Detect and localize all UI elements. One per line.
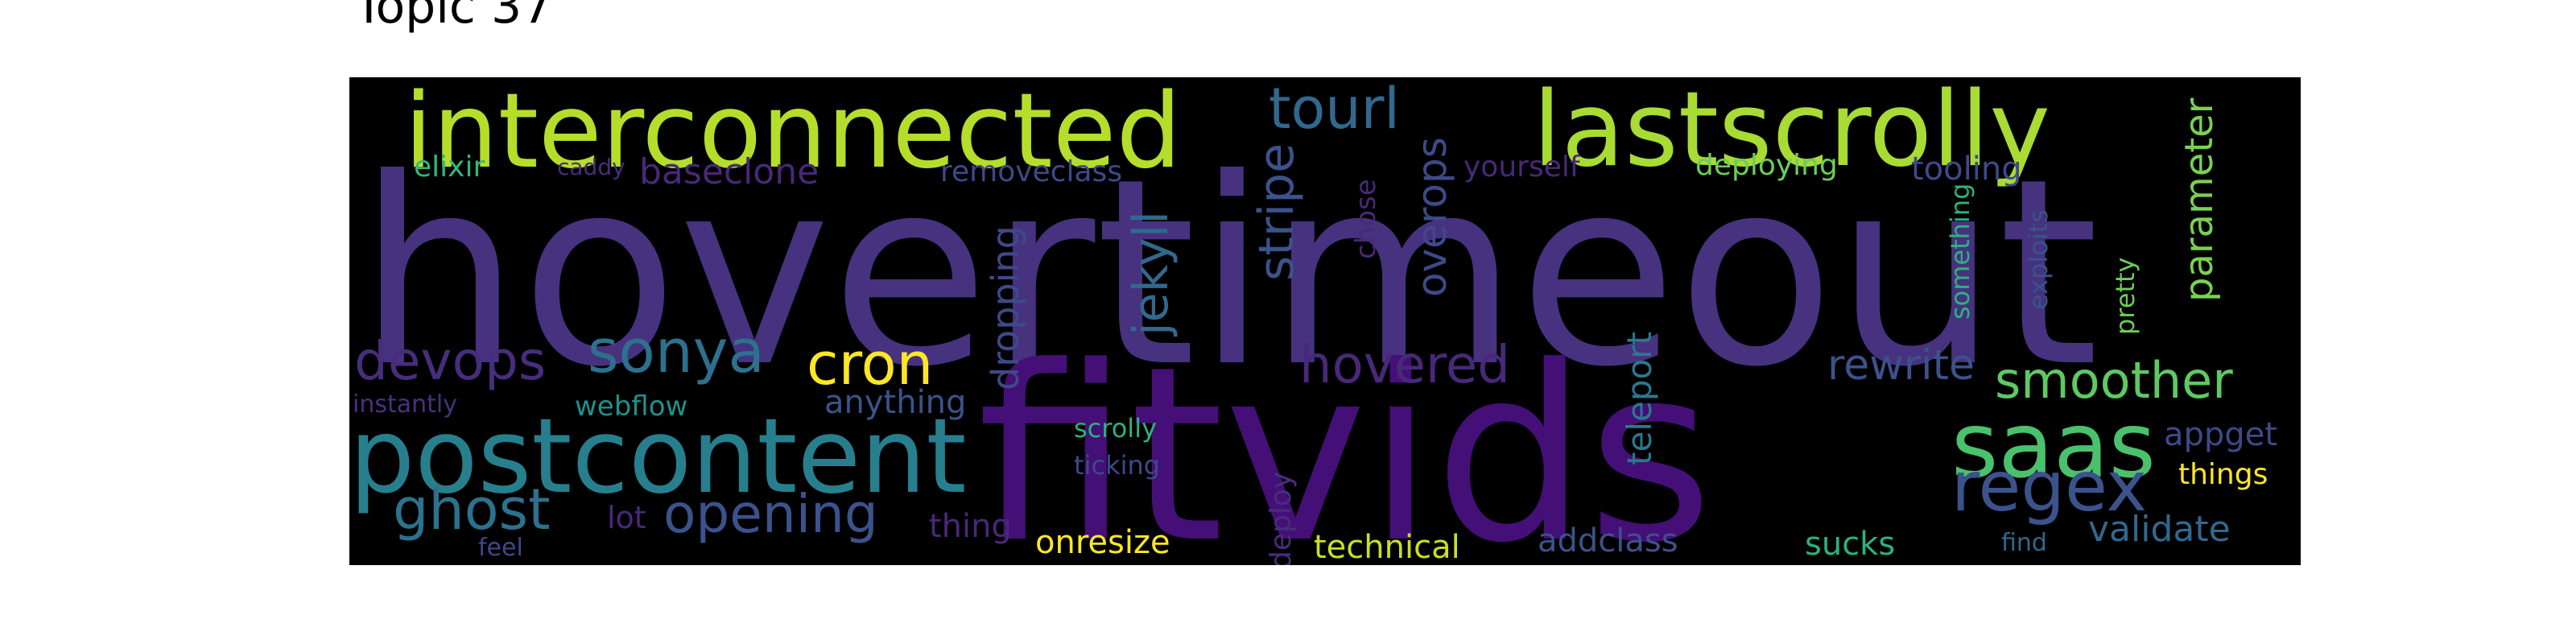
word-tooling: tooling — [1911, 151, 2022, 188]
word-fitvids: fitvids — [977, 315, 1714, 566]
word-interconnected: interconnected — [404, 77, 1182, 192]
word-find: find — [2001, 529, 2047, 557]
word-yourself: yourself — [1463, 151, 1580, 184]
word-webflow: webflow — [575, 390, 688, 423]
word-thing: thing — [929, 508, 1012, 545]
word-feel: feel — [478, 534, 523, 562]
word-appget: appget — [2164, 416, 2277, 453]
word-sonya: sonya — [588, 317, 765, 386]
word-hovertimeout: hovertimeout — [357, 124, 2099, 423]
word-scrolly: scrolly — [1074, 413, 1158, 444]
word-parameter: parameter — [2177, 97, 2222, 302]
word-onresize: onresize — [1035, 524, 1170, 561]
word-saas: saas — [1951, 394, 2156, 498]
word-removeclass: removeclass — [940, 155, 1123, 188]
word-devops: devops — [354, 330, 547, 392]
word-chose: chose — [1350, 179, 1382, 259]
word-baseclone: baseclone — [639, 151, 819, 192]
word-pretty: pretty — [2110, 257, 2140, 335]
word-something: something — [1945, 183, 1975, 320]
word-exploits: exploits — [2023, 209, 2054, 310]
word-deploying: deploying — [1695, 149, 1838, 182]
word-teleport: teleport — [1620, 332, 1659, 465]
word-things: things — [2178, 458, 2268, 491]
word-opening: opening — [663, 483, 878, 545]
word-lot: lot — [607, 500, 646, 535]
word-sucks: sucks — [1805, 526, 1896, 563]
word-lastscrolly: lastscrolly — [1533, 77, 2050, 190]
word-ghost: ghost — [393, 477, 551, 543]
word-jekyll: jekyll — [1123, 210, 1179, 336]
word-ticking: ticking — [1074, 450, 1161, 481]
word-technical: technical — [1314, 529, 1460, 565]
word-cron: cron — [807, 330, 934, 398]
word-elixir: elixir — [414, 151, 485, 184]
word-deploy: deploy — [1265, 471, 1298, 565]
word-dropping: dropping — [984, 225, 1027, 390]
word-instantly: instantly — [353, 390, 457, 419]
word-postcontent: postcontent — [349, 397, 967, 517]
word-stripe: stripe — [1249, 142, 1305, 281]
word-validate: validate — [2088, 509, 2231, 550]
chart-title: Topic 37 — [354, 0, 553, 35]
word-smoother: smoother — [1995, 351, 2233, 410]
word-tourl: tourl — [1269, 77, 1400, 142]
word-cloud: hovertimeout fitvids interconnected lastscr… — [349, 77, 2301, 565]
word-hovered: hovered — [1299, 336, 1510, 395]
word-anything: anything — [824, 384, 967, 421]
word-addclass: addclass — [1538, 522, 1678, 559]
word-regex: regex — [1951, 447, 2148, 527]
word-overops: overops — [1409, 137, 1455, 297]
word-caddy: caddy — [557, 154, 625, 180]
word-rewrite: rewrite — [1827, 341, 1975, 390]
